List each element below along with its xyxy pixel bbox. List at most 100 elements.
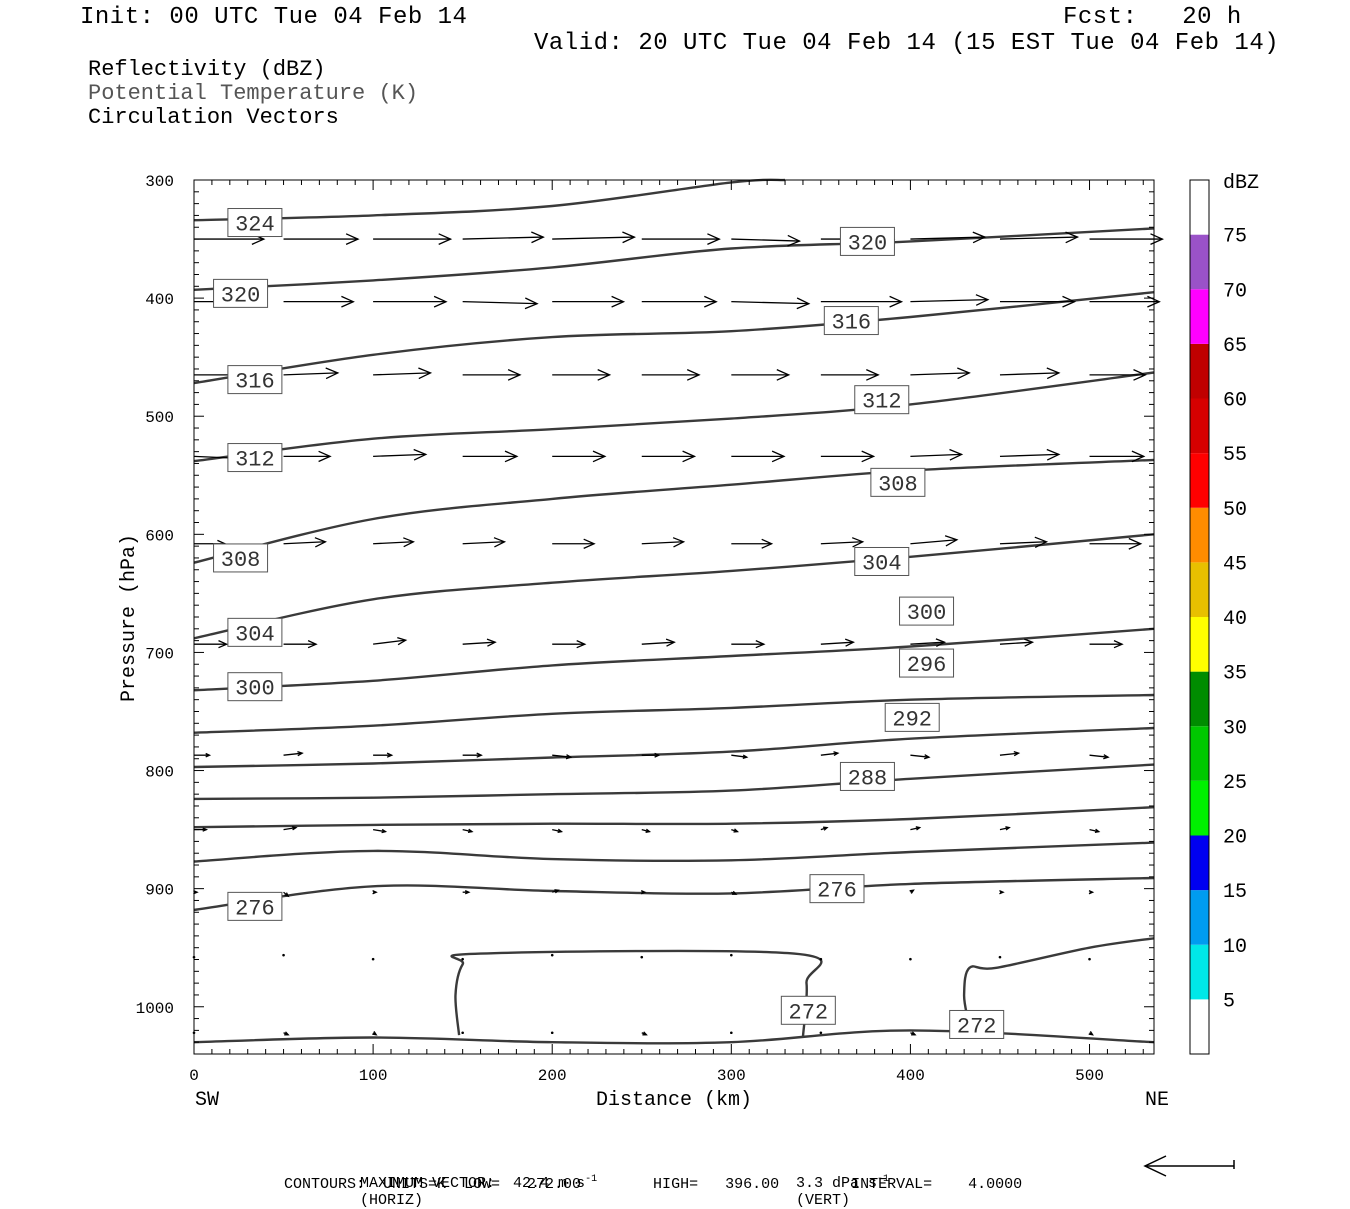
- circulation-vector: [552, 889, 560, 894]
- circulation-vector: [910, 638, 947, 647]
- colorbar-swatch: [1190, 343, 1209, 399]
- circulation-vector: [462, 450, 519, 463]
- isentrope-label-text: 300: [235, 677, 275, 702]
- circulation-vector: [909, 889, 915, 894]
- circulation-vector: [372, 890, 378, 895]
- colorbar-label: 70: [1223, 280, 1247, 303]
- isentrope-label-text: 320: [221, 283, 261, 308]
- circulation-vector: [373, 233, 453, 245]
- circulation-vector: [910, 535, 959, 547]
- circulation-vector: [1089, 828, 1101, 834]
- colorbar-swatch: [1190, 180, 1209, 235]
- colorbar-label: 30: [1223, 717, 1247, 740]
- circulation-vector: [372, 1031, 378, 1036]
- isentrope-label: 296: [899, 648, 955, 678]
- colorbar-swatch: [1190, 507, 1209, 563]
- isentrope-320: [193, 227, 1155, 291]
- colorbar-swatch: [1190, 617, 1209, 672]
- isentrope-label: 304: [854, 546, 910, 576]
- reference-vector-arrow: [1143, 1155, 1235, 1177]
- circulation-vector: [282, 953, 285, 957]
- circulation-vector: [999, 638, 1035, 647]
- footer-contours: CONTOURS: UNITS=K LOW= 272.00 HIGH= 396.…: [284, 1176, 1023, 1193]
- isentrope-label: 272: [780, 995, 836, 1025]
- y-tick-label: 500: [145, 409, 174, 427]
- circulation-vector: [462, 890, 471, 895]
- circulation-vector: [910, 754, 931, 760]
- circulation-vector: [283, 750, 304, 757]
- init-time: Init: 00 UTC Tue 04 Feb 14: [80, 4, 468, 31]
- isentrope-label: 308: [870, 467, 926, 497]
- y-tick-label: 400: [145, 291, 174, 309]
- circulation-vector: [731, 538, 774, 549]
- x-tick-label: 100: [359, 1067, 388, 1085]
- circulation-vector: [731, 754, 749, 760]
- circulation-vector: [999, 448, 1061, 461]
- x-tick-label: 300: [717, 1067, 746, 1085]
- isentrope-label-text: 296: [907, 653, 947, 678]
- x-tick-label: 200: [538, 1067, 567, 1085]
- isentrope-label: 316: [227, 365, 283, 395]
- footer-vert-value: 3.3 dPa s: [796, 1175, 878, 1192]
- isentrope-label: 272: [949, 1009, 1005, 1039]
- circulation-vector: [1089, 450, 1146, 463]
- circulation-vector: [999, 536, 1049, 548]
- footer-max-vector: MAXIMUM VECTOR: 42.4 m s: [360, 1175, 586, 1192]
- circulation-vector: [462, 828, 474, 834]
- circulation-vector: [731, 828, 740, 833]
- colorbar-swatch: [1190, 726, 1209, 781]
- circulation-vector: [552, 538, 596, 549]
- isentrope-lines: [193, 178, 1155, 1045]
- circulation-vector: [910, 448, 964, 461]
- circulation-vector: [641, 537, 686, 548]
- colorbar-label: 75: [1223, 226, 1247, 249]
- circulation-vector: [730, 953, 733, 957]
- circulation-vector: [1088, 957, 1091, 961]
- circulation-vector: [373, 367, 433, 380]
- colorbar-label: 20: [1223, 827, 1247, 850]
- circulation-vector: [910, 367, 971, 380]
- y-tick-label: 900: [145, 882, 174, 900]
- isentrope-label-text: 272: [789, 1000, 829, 1025]
- isentrope-label-text: 308: [221, 548, 261, 573]
- circulation-vectors: [192, 231, 1164, 1036]
- isentrope-label: 292: [884, 702, 940, 732]
- isentrope-label: 324: [227, 208, 283, 238]
- x-tick-label: 500: [1075, 1067, 1104, 1085]
- circulation-vector: [550, 1031, 554, 1035]
- isentrope-label: 276: [809, 874, 865, 904]
- legend-reflectivity: Reflectivity (dBZ): [88, 57, 326, 82]
- circulation-vector: [731, 369, 791, 381]
- colorbar-title: dBZ: [1223, 172, 1259, 195]
- isentrope-label-text: 272: [957, 1014, 997, 1039]
- circulation-vector: [731, 297, 811, 310]
- circulation-vector: [641, 828, 652, 833]
- x-axis-left-end-label: SW: [195, 1089, 219, 1112]
- circulation-vector: [1088, 890, 1095, 895]
- isentrope-304: [193, 533, 1155, 640]
- circulation-vector: [462, 369, 522, 381]
- circulation-vector: [283, 640, 318, 649]
- circulation-vector: [461, 957, 464, 961]
- isentrope-288: [193, 763, 1155, 801]
- plot-frame: [193, 179, 1155, 1055]
- circulation-vector: [283, 295, 355, 308]
- isentrope-label-text: 312: [862, 390, 902, 415]
- isentrope-312: [193, 371, 1155, 463]
- circulation-vector: [641, 638, 676, 647]
- colorbar-swatch: [1190, 398, 1209, 454]
- isentrope-label: 300: [899, 596, 955, 626]
- circulation-vector: [999, 295, 1076, 308]
- isentrope-label-text: 304: [235, 622, 275, 647]
- colorbar-swatch: [1190, 671, 1209, 727]
- colorbar-label: 45: [1223, 553, 1247, 576]
- circulation-vector: [373, 295, 448, 308]
- circulation-vector: [552, 640, 587, 649]
- circulation-vector: [283, 537, 327, 548]
- isentrope-label: 276: [227, 891, 283, 921]
- footer-exponent-vert: -1: [877, 1174, 890, 1185]
- circulation-vector: [999, 826, 1011, 831]
- footer-vert: (VERT): [796, 1192, 851, 1209]
- colorbar-label: 25: [1223, 772, 1247, 795]
